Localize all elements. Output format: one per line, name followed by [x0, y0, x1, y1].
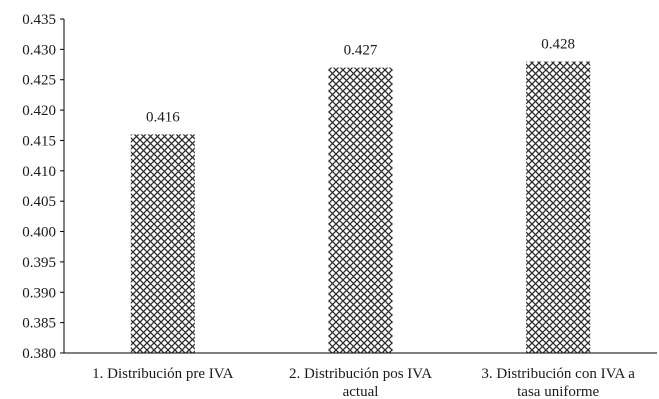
x-category-label: tasa uniforme	[517, 384, 599, 399]
y-tick-label: 0.385	[22, 316, 56, 332]
y-tick-label: 0.395	[22, 255, 56, 271]
y-tick-label: 0.430	[22, 42, 56, 58]
y-tick-label: 0.400	[22, 225, 56, 241]
bar	[130, 134, 195, 353]
y-tick-label: 0.415	[22, 133, 56, 149]
y-tick-label: 0.390	[22, 285, 56, 301]
x-category-label: actual	[343, 384, 379, 399]
y-tick-label: 0.410	[22, 164, 56, 180]
x-category-label: 3. Distribución con IVA a	[481, 366, 635, 382]
y-axis-ticks: 0.435 0.430 0.425 0.420 0.415 0.410 0.405 0.400…	[22, 12, 64, 362]
data-label: 0.416	[146, 109, 180, 125]
y-tick-label: 0.435	[22, 12, 56, 28]
x-category-label: 2. Distribución pos IVA	[289, 366, 432, 382]
x-category-label: 1. Distribución pre IVA	[92, 366, 234, 382]
bar	[526, 61, 591, 353]
data-label: 0.427	[344, 43, 378, 59]
bar	[328, 67, 393, 353]
y-tick-label: 0.380	[22, 346, 56, 362]
y-tick-label: 0.405	[22, 194, 56, 210]
data-label: 0.428	[541, 37, 575, 53]
y-tick-label: 0.420	[22, 103, 56, 119]
data-labels: 0.416 0.427 0.428	[146, 37, 575, 126]
bars	[130, 61, 591, 353]
y-tick-label: 0.425	[22, 73, 56, 89]
category-labels: 1. Distribución pre IVA 2. Distribución p…	[92, 366, 635, 399]
